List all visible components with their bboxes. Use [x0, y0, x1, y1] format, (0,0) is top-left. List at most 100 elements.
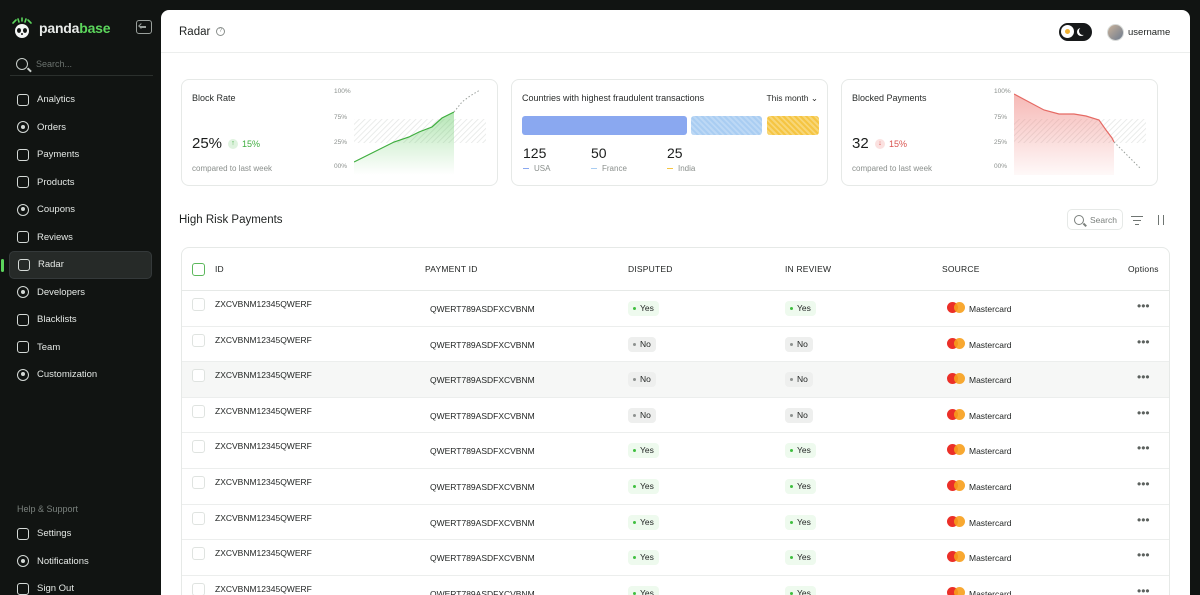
column-header-payment-id[interactable]: PAYMENT ID: [425, 264, 478, 274]
sidebar-item-analytics[interactable]: Analytics: [9, 86, 152, 114]
theme-toggle[interactable]: [1059, 23, 1092, 41]
blocked-payments-sparkline: [1014, 93, 1146, 175]
sidebar-help-nav: Settings Notifications Sign Out: [9, 520, 152, 595]
sidebar-item-settings[interactable]: Settings: [9, 520, 152, 548]
sidebar-item-team[interactable]: Team: [9, 334, 152, 362]
cell-payment-id: QWERT789ASDFXCVBNM: [430, 304, 535, 314]
bar-india: [767, 116, 819, 135]
column-header-options: Options: [1128, 264, 1159, 274]
sidebar-item-reviews[interactable]: Reviews: [9, 224, 152, 252]
filter-icon[interactable]: [1129, 212, 1145, 228]
sidebar-item-label: Payments: [37, 149, 80, 161]
cell-source: Mastercard: [969, 410, 1012, 421]
radar-icon: [18, 258, 30, 271]
team-icon: [17, 341, 29, 354]
top-bar: Radar ? username: [161, 10, 1190, 53]
row-checkbox[interactable]: [192, 547, 205, 561]
table-row[interactable]: ZXCVBNM12345QWERF QWERT789ASDFXCVBNM Yes Ye…: [182, 433, 1169, 469]
help-support-heading: Help & Support: [17, 504, 79, 514]
sidebar-item-products[interactable]: Products: [9, 169, 152, 197]
disputed-badge: No: [628, 336, 656, 352]
cell-source: Mastercard: [969, 517, 1012, 528]
row-options-icon[interactable]: •••: [1137, 299, 1150, 313]
in-review-badge: No: [785, 372, 813, 388]
sidebar-search[interactable]: Search...: [10, 52, 153, 76]
cell-id: ZXCVBNM12345QWERF: [215, 548, 312, 559]
mastercard-icon: [947, 408, 966, 422]
country-value: 25: [667, 145, 683, 161]
area-fill: [354, 112, 454, 175]
table-row[interactable]: ZXCVBNM12345QWERF QWERT789ASDFXCVBNM No No M…: [182, 362, 1169, 398]
row-checkbox[interactable]: [192, 404, 205, 418]
sidebar-item-notifications[interactable]: Notifications: [9, 548, 152, 576]
sidebar-item-label: Radar: [38, 259, 64, 271]
table-row[interactable]: ZXCVBNM12345QWERF QWERT789ASDFXCVBNM Yes Ye…: [182, 291, 1169, 327]
sidebar-item-coupons[interactable]: Coupons: [9, 196, 152, 224]
table-search-input[interactable]: Search: [1067, 209, 1123, 230]
cell-payment-id: QWERT789ASDFXCVBNM: [430, 588, 535, 595]
table-row[interactable]: ZXCVBNM12345QWERF QWERT789ASDFXCVBNM Yes Ye…: [182, 469, 1169, 505]
sign-out-icon: [17, 582, 29, 595]
sidebar-item-blacklists[interactable]: Blacklists: [9, 306, 152, 334]
sidebar-item-label: Orders: [37, 121, 67, 133]
avatar[interactable]: [1107, 24, 1124, 41]
row-checkbox[interactable]: [192, 476, 205, 489]
username[interactable]: username: [1128, 27, 1171, 38]
cell-id: ZXCVBNM12345QWERF: [215, 441, 312, 452]
sidebar-item-orders[interactable]: Orders: [9, 114, 152, 142]
column-header-source[interactable]: SOURCE: [942, 264, 980, 274]
row-options-icon[interactable]: •••: [1137, 441, 1150, 456]
mastercard-icon: [947, 586, 966, 595]
cell-id: ZXCVBNM12345QWERF: [215, 583, 312, 594]
row-checkbox[interactable]: [192, 298, 205, 311]
y-axis-ticks: 100% 75% 25% 00%: [334, 88, 374, 178]
help-icon[interactable]: ?: [216, 27, 225, 36]
cell-source: Mastercard: [969, 375, 1012, 386]
cell-id: ZXCVBNM12345QWERF: [215, 370, 312, 381]
sort-icon[interactable]: [1153, 212, 1169, 228]
sidebar-item-customization[interactable]: Customization: [9, 361, 152, 389]
sidebar-item-developers[interactable]: Developers: [9, 279, 152, 307]
bar-france: [691, 116, 762, 135]
row-options-icon[interactable]: •••: [1137, 583, 1150, 595]
sidebar-search-input[interactable]: Search...: [36, 58, 73, 69]
orders-icon: [17, 121, 29, 134]
column-header-in-review[interactable]: IN REVIEW: [785, 264, 832, 274]
disputed-badge: Yes: [628, 585, 659, 595]
select-all-checkbox[interactable]: [192, 263, 205, 276]
brand-logo[interactable]: pandabase: [11, 17, 111, 39]
table-row[interactable]: ZXCVBNM12345QWERF QWERT789ASDFXCVBNM Yes Ye…: [182, 505, 1169, 541]
sidebar-item-sign-out[interactable]: Sign Out: [9, 575, 152, 595]
sidebar-item-label: Analytics: [37, 94, 76, 106]
table-row[interactable]: ZXCVBNM12345QWERF QWERT789ASDFXCVBNM No No M…: [182, 327, 1169, 363]
column-header-id[interactable]: ID: [215, 264, 224, 274]
row-checkbox[interactable]: [192, 440, 205, 454]
table-row[interactable]: ZXCVBNM12345QWERF QWERT789ASDFXCVBNM Yes Ye…: [182, 576, 1169, 595]
row-options-icon[interactable]: •••: [1137, 477, 1150, 491]
country-bars: [522, 116, 820, 135]
developers-icon: [17, 286, 29, 299]
mastercard-icon: [947, 337, 966, 351]
row-checkbox[interactable]: [192, 511, 205, 525]
country-value: 125: [523, 145, 547, 161]
period-dropdown[interactable]: This month ⌄: [766, 93, 818, 104]
row-checkbox[interactable]: [192, 369, 205, 383]
row-options-icon[interactable]: •••: [1137, 405, 1150, 420]
row-checkbox[interactable]: [192, 582, 205, 595]
table-row[interactable]: ZXCVBNM12345QWERF QWERT789ASDFXCVBNM Yes Ye…: [182, 540, 1169, 576]
row-options-icon[interactable]: •••: [1137, 512, 1150, 527]
table-header: ID PAYMENT ID DISPUTED IN REVIEW SOURCE …: [182, 248, 1169, 291]
in-review-badge: Yes: [785, 585, 816, 595]
table-row[interactable]: ZXCVBNM12345QWERF QWERT789ASDFXCVBNM No No M…: [182, 398, 1169, 434]
column-header-disputed[interactable]: DISPUTED: [628, 264, 673, 274]
row-options-icon[interactable]: •••: [1137, 548, 1150, 563]
collapse-sidebar-icon[interactable]: [136, 20, 152, 34]
sidebar-item-radar[interactable]: Radar: [1, 251, 152, 279]
row-options-icon[interactable]: •••: [1137, 334, 1150, 349]
row-options-icon[interactable]: •••: [1137, 370, 1150, 385]
sidebar-item-payments[interactable]: Payments: [9, 141, 152, 169]
cell-id: ZXCVBNM12345QWERF: [215, 334, 312, 345]
coupons-icon: [17, 203, 29, 216]
row-checkbox[interactable]: [192, 333, 205, 347]
tick-label: 25%: [994, 139, 1008, 146]
